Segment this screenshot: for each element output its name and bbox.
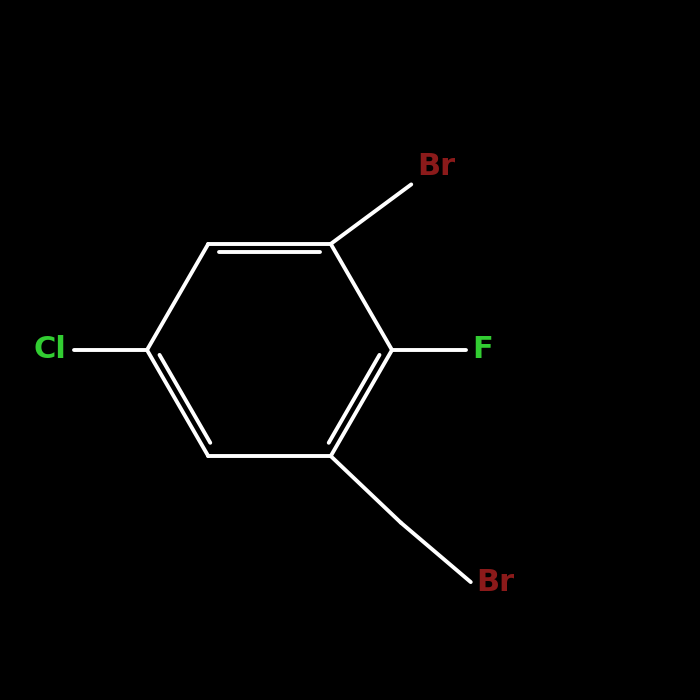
Text: Br: Br <box>476 568 514 596</box>
Text: Br: Br <box>417 152 455 181</box>
Text: Cl: Cl <box>34 335 66 365</box>
Text: F: F <box>473 335 494 365</box>
